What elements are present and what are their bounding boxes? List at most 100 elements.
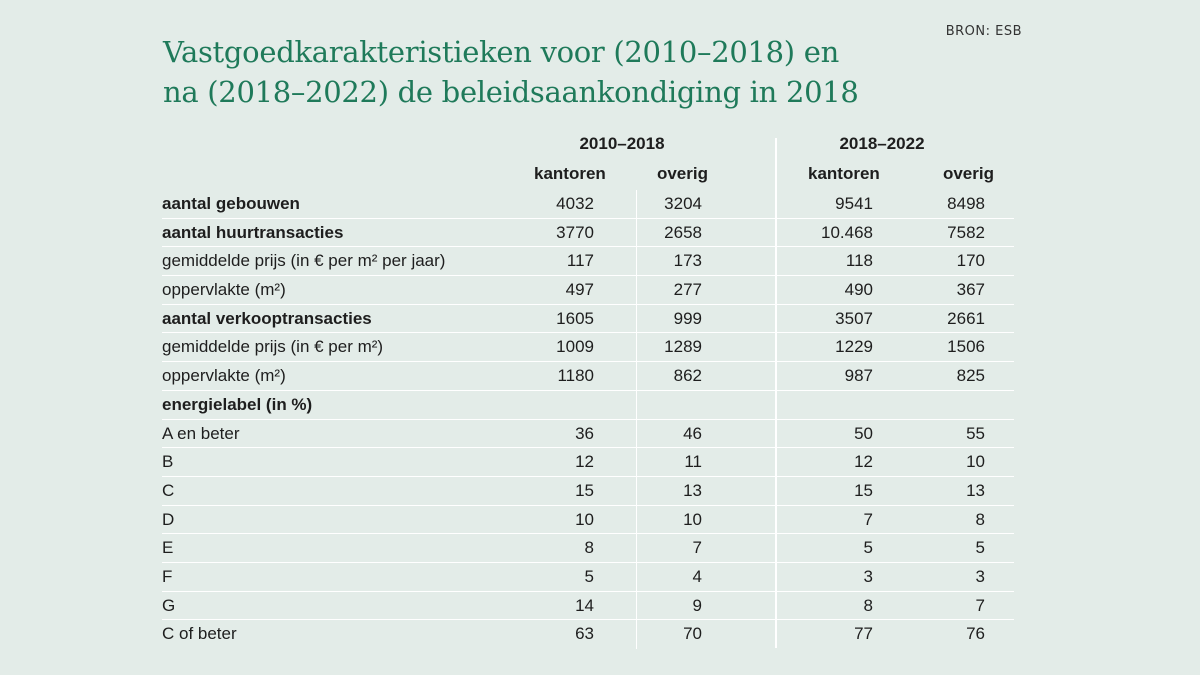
- table-cell: 36: [575, 423, 594, 443]
- table-row: C of beter 63 70 77 76: [162, 620, 1014, 649]
- column-divider: [636, 534, 637, 562]
- period-divider: [775, 138, 777, 648]
- table-cell: 170: [956, 251, 985, 271]
- table-row: D 10 10 7 8: [162, 505, 1014, 535]
- table-row: aantal gebouwen 4032 3204 9541 8498: [162, 190, 1014, 219]
- table-cell: 3770: [556, 222, 594, 242]
- row-label: B: [162, 452, 174, 472]
- table-row: aantal verkooptransacties 1605 999 3507 2661: [162, 304, 1014, 334]
- table-cell: 76: [966, 624, 985, 644]
- row-label: oppervlakte (m²): [162, 280, 286, 300]
- table-cell: 118: [845, 251, 873, 271]
- column-divider: [636, 333, 637, 362]
- table-cell: 8: [584, 538, 594, 558]
- period-header-row: 2010–2018 2018–2022: [162, 130, 1014, 160]
- table-cell: 4032: [556, 194, 594, 213]
- source-note: BRON: ESB: [945, 24, 1022, 39]
- column-divider: [636, 505, 637, 534]
- table-cell: 277: [673, 280, 702, 300]
- table-cell: 3507: [835, 308, 873, 328]
- table-cell: 14: [575, 595, 594, 615]
- column-header-kantoren-1: kantoren: [534, 164, 606, 183]
- row-label: C: [162, 480, 175, 500]
- row-label: gemiddelde prijs (in € per m²): [162, 337, 384, 357]
- column-divider: [636, 362, 637, 390]
- column-divider: [636, 247, 637, 276]
- table-cell: 2658: [664, 222, 702, 242]
- table-cell: 70: [683, 624, 702, 644]
- table-cell: 55: [966, 423, 985, 443]
- row-label: C of beter: [162, 624, 237, 644]
- row-label: energielabel (in %): [162, 394, 313, 414]
- column-divider: [636, 448, 637, 476]
- column-divider: [636, 190, 637, 218]
- table-row: gemiddelde prijs (in € per m²) 1009 1289 12…: [162, 333, 1014, 363]
- column-header-overig-1: overig: [656, 164, 708, 183]
- table-row: C 15 13 15 13: [162, 476, 1014, 506]
- column-divider: [636, 276, 637, 304]
- table-cell: 7: [975, 595, 985, 615]
- table-cell: 8: [975, 509, 985, 529]
- table-cell: 8498: [947, 194, 985, 213]
- table-row: oppervlakte (m²) 1180 862 987 825: [162, 362, 1014, 391]
- table-cell: 3204: [664, 194, 702, 213]
- table-cell: 490: [844, 280, 873, 300]
- row-label: aantal gebouwen: [162, 194, 300, 213]
- column-divider: [636, 218, 637, 247]
- table-cell: 7: [692, 538, 702, 558]
- table-cell: 5: [975, 538, 985, 558]
- title-line-2: na (2018–2022) de beleidsaankondiging in…: [163, 75, 859, 109]
- row-label: E: [162, 538, 174, 558]
- table-row: energielabel (in %): [162, 390, 1014, 420]
- table-cell: 15: [854, 480, 873, 500]
- table-cell: 63: [575, 624, 594, 644]
- column-header-row: kantoren overig kantoren overig: [162, 160, 1014, 190]
- table-cell: 5: [863, 538, 873, 558]
- table-cell: 12: [854, 452, 873, 472]
- table-cell: 2661: [947, 308, 985, 328]
- table-cell: 3: [975, 566, 985, 586]
- table-cell: 10: [966, 452, 985, 472]
- column-divider: [636, 591, 637, 620]
- column-divider: [636, 304, 637, 333]
- period-header-2018-2022: 2018–2022: [839, 134, 925, 153]
- table-cell: 7: [863, 509, 873, 529]
- table-cell: 13: [966, 480, 985, 500]
- table-cell: 9: [692, 595, 702, 615]
- page-title: Vastgoedkarakteristieken voor (2010–2018…: [163, 32, 923, 112]
- table-cell: 1229: [835, 337, 873, 357]
- table-cell: 4: [692, 566, 702, 586]
- table-cell: 999: [673, 308, 702, 328]
- table-cell: 10: [575, 509, 594, 529]
- table-row: gemiddelde prijs (in € per m² per jaar) 1…: [162, 247, 1014, 277]
- table-cell: 46: [683, 423, 702, 443]
- row-label: D: [162, 509, 175, 529]
- table-cell: 825: [956, 366, 985, 386]
- table-cell: 15: [575, 480, 594, 500]
- table-cell: 1605: [556, 308, 594, 328]
- table-cell: 12: [575, 452, 594, 472]
- table-cell: 5: [584, 566, 594, 586]
- column-divider: [636, 419, 637, 448]
- table-row: A en beter 36 46 50 55: [162, 419, 1014, 449]
- table-cell: 77: [854, 624, 873, 644]
- table-cell: 50: [854, 423, 873, 443]
- row-label: aantal huurtransacties: [162, 222, 344, 242]
- column-divider: [636, 476, 637, 505]
- row-label: A en beter: [162, 423, 240, 443]
- table-row: E 8 7 5 5: [162, 534, 1014, 563]
- column-divider: [636, 620, 637, 649]
- table-cell: 9541: [835, 194, 873, 213]
- table-cell: 117: [566, 251, 594, 271]
- table-body: aantal gebouwen 4032 3204 9541 8498 aantal hu…: [162, 190, 1014, 649]
- table-cell: 10.468: [821, 222, 873, 242]
- table-cell: 10: [683, 509, 702, 529]
- table-cell: 3: [863, 566, 873, 586]
- period-header-2010-2018: 2010–2018: [579, 134, 665, 153]
- table-cell: 13: [683, 480, 702, 500]
- table-cell: 1009: [556, 337, 594, 357]
- table-cell: 11: [684, 452, 702, 472]
- table-cell: 497: [565, 280, 594, 300]
- table-cell: 173: [673, 251, 702, 271]
- table-row: G 14 9 8 7: [162, 591, 1014, 621]
